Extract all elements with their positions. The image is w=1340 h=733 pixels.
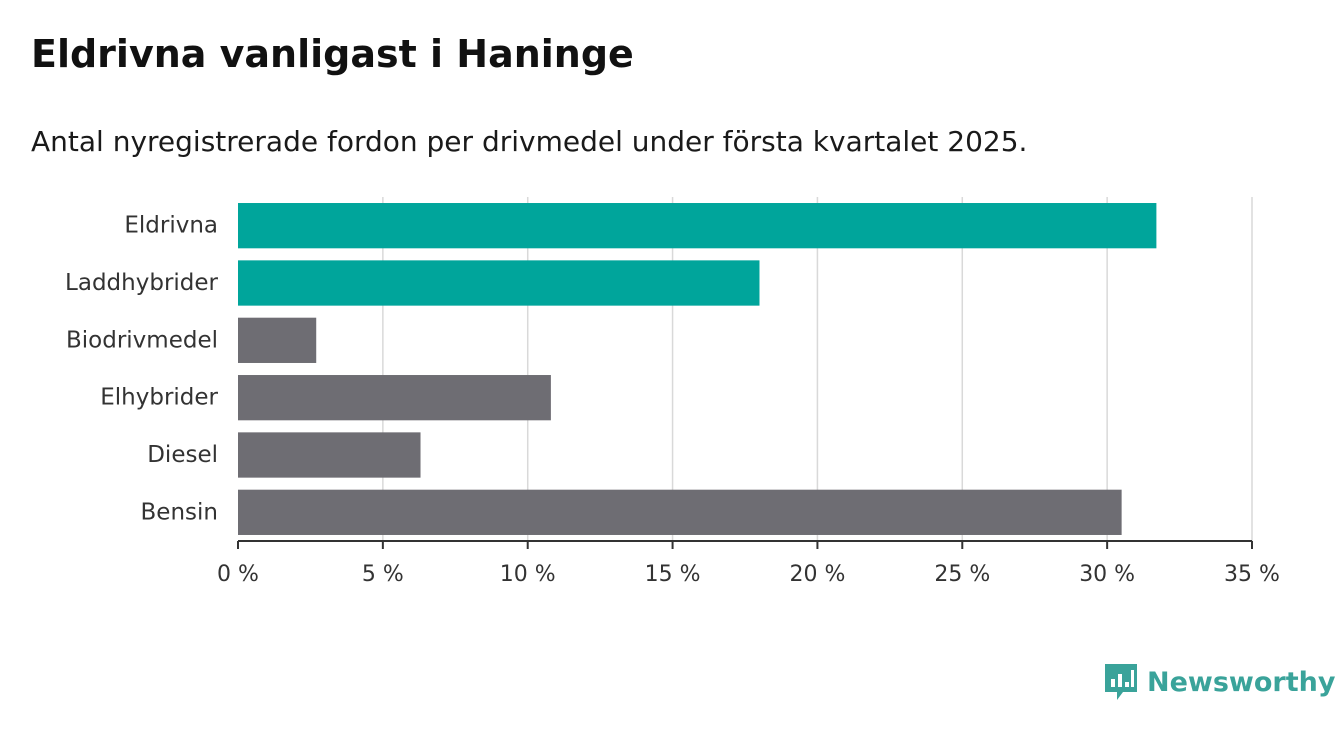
x-tick-label: 15 % xyxy=(645,562,701,587)
category-label: Laddhybrider xyxy=(65,270,218,296)
x-tick-label: 5 % xyxy=(362,562,404,587)
x-axis: 0 % 5 % 10 % 15 % 20 % 25 % 30 % 35 % xyxy=(217,540,1280,587)
bar-elhybrider xyxy=(238,375,551,421)
category-label: Elhybrider xyxy=(100,385,218,411)
x-tick-label: 20 % xyxy=(789,562,845,587)
category-label: Diesel xyxy=(147,442,218,468)
chart-subtitle: Antal nyregistrerade fordon per drivmede… xyxy=(31,125,1028,158)
category-label: Biodrivmedel xyxy=(66,327,218,353)
bar-bensin xyxy=(238,489,1122,535)
x-tick-label: 35 % xyxy=(1224,562,1280,587)
grid-lines xyxy=(382,197,1253,541)
x-tick-label: 0 % xyxy=(217,562,259,587)
bar-chart-speech-bubble-icon xyxy=(1105,664,1137,700)
bar-laddhybrider xyxy=(238,260,760,306)
chart-title: Eldrivna vanligast i Haninge xyxy=(31,32,634,76)
newsworthy-logo: Newsworthy xyxy=(1103,662,1335,702)
bar-biodrivmedel xyxy=(238,317,317,363)
bar-diesel xyxy=(238,432,421,478)
bar-eldrivna xyxy=(238,203,1157,249)
x-tick-label: 25 % xyxy=(934,562,990,587)
brand-name: Newsworthy xyxy=(1147,666,1336,698)
category-label: Eldrivna xyxy=(124,213,218,239)
bars xyxy=(238,203,1157,535)
x-tick-label: 10 % xyxy=(500,562,556,587)
category-labels: Eldrivna Laddhybrider Biodrivmedel Elhybrid… xyxy=(65,213,218,526)
category-label: Bensin xyxy=(141,499,218,525)
x-tick-label: 30 % xyxy=(1079,562,1135,587)
